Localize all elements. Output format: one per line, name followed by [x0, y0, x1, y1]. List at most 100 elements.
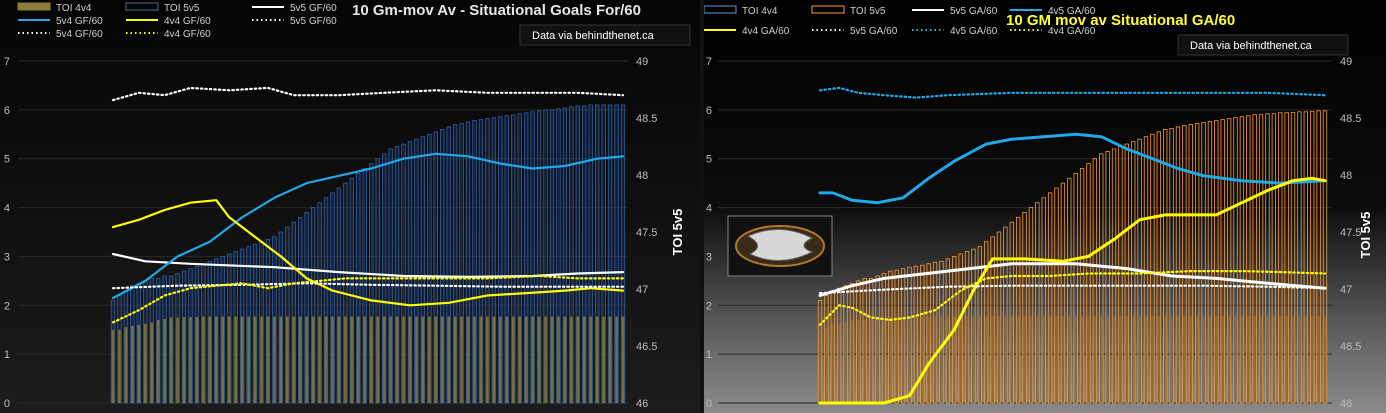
gf-series-line-solid-1	[111, 152, 625, 300]
ga-bar-toi-4v4	[901, 317, 905, 403]
ga-bar-toi-4v4	[1036, 316, 1039, 403]
ga-legend-swatch	[704, 5, 737, 14]
gf-bar-toi-4v4	[176, 317, 179, 403]
gf-y2-tick-label: 46	[636, 398, 648, 410]
gf-y-tick-label: 6	[4, 105, 10, 117]
ga-bar-toi-4v4	[921, 316, 924, 403]
ga-legend-label: 4v4 GA/60	[742, 26, 790, 37]
gf-bar-toi-4v4	[492, 316, 496, 403]
gf-y2-axis-label: TOI 5v5	[670, 209, 685, 256]
ga-bar-toi-4v4	[1093, 316, 1097, 403]
ga-bar-toi-4v4	[1151, 316, 1154, 403]
ga-y2-tick-label: 48.5	[1340, 113, 1361, 125]
gf-bar-toi-4v4	[557, 316, 560, 403]
ga-y2-tick-label: 48	[1340, 170, 1352, 182]
gf-bar-toi-4v4	[324, 316, 328, 403]
gf-y-tick-label: 2	[4, 300, 10, 312]
gf-chart-title: 10 Gm-mov Av - Situational Goals For/60	[352, 2, 641, 19]
gf-bar-toi-4v4	[531, 316, 534, 403]
ga-bar-toi-4v4	[1259, 316, 1263, 403]
gf-bar-toi-4v4	[111, 329, 115, 403]
ga-bar-toi-4v4	[1042, 316, 1045, 403]
gf-bar-toi-4v4	[163, 318, 166, 403]
gf-bar-toi-4v4	[570, 316, 573, 403]
gf-bar-toi-4v4	[215, 316, 218, 403]
ga-series-line-dotted-4	[818, 86, 1327, 99]
ga-y2-tick-label: 46	[1340, 398, 1352, 410]
ga-bar-toi-4v4	[863, 319, 867, 403]
ga-y-tick-label: 0	[706, 398, 712, 410]
gf-legend-label: 4v4 GF/60	[164, 16, 211, 27]
gf-bar-toi-4v4	[279, 316, 283, 403]
gf-bar-toi-4v4	[137, 324, 141, 403]
gf-legend-label: 4v4 GF/60	[164, 29, 211, 40]
ga-series-line-solid-1	[818, 132, 1327, 205]
ga-bar-toi-4v4	[1138, 316, 1141, 403]
ga-bar-toi-4v4	[895, 317, 898, 403]
ga-bar-toi-4v4	[1291, 316, 1295, 403]
gf-y-tick-label: 5	[4, 154, 10, 166]
ga-y2-tick-label: 47.5	[1340, 227, 1361, 239]
gf-bar-toi-4v4	[466, 316, 470, 403]
gf-bar-toi-4v4	[150, 322, 154, 403]
gf-bar-toi-4v4	[357, 316, 360, 403]
ga-bar-toi-4v4	[1285, 316, 1288, 403]
ga-series-line-dotted-3	[818, 284, 1327, 295]
gf-bar-toi-4v4	[440, 316, 444, 403]
gf-bar-toi-4v4	[473, 316, 476, 403]
gf-chart-panel: 0 1 2 3 4 5 6 7 46 46.5 47 47.5 48 48.5 49 TOI 4v4 TOI 5…	[0, 0, 700, 413]
ga-bar-toi-4v4	[850, 320, 854, 403]
gf-bar-toi-4v4	[518, 316, 521, 403]
gf-bar-toi-4v4	[208, 316, 212, 403]
ga-bar-toi-4v4	[825, 327, 828, 403]
gf-source-text: Data via behindthenet.ca	[532, 30, 655, 42]
gf-bar-toi-4v4	[311, 316, 315, 403]
gf-bar-toi-4v4	[247, 316, 250, 403]
gf-bar-toi-4v4	[286, 316, 289, 403]
ga-bar-toi-4v4	[1106, 316, 1109, 403]
gf-bar-toi-4v4	[582, 316, 586, 403]
gf-legend-label: 5v4 GF/60	[56, 16, 103, 27]
gf-bar-toi-4v4	[550, 316, 554, 403]
ga-bar-toi-4v4	[1144, 316, 1148, 403]
gf-bar-toi-4v4	[537, 316, 541, 403]
gf-bar-toi-4v4	[298, 316, 302, 403]
gf-bar-toi-4v4	[337, 316, 341, 403]
gf-bar-toi-4v4	[576, 316, 580, 403]
ga-chart-title: 10 GM mov av Situational GA/60	[1006, 12, 1235, 29]
gf-bar-toi-4v4	[350, 316, 354, 403]
ga-bar-toi-4v4	[1080, 316, 1084, 403]
gf-bar-toi-4v4	[434, 316, 438, 403]
ga-y-tick-label: 5	[706, 154, 712, 166]
gf-bar-toi-4v4	[511, 316, 515, 403]
gf-y-tick-label: 0	[4, 398, 10, 410]
gf-bar-toi-4v4	[195, 317, 199, 403]
ga-legend-label: TOI 5v5	[850, 6, 886, 17]
ga-bar-toi-4v4	[1029, 316, 1033, 403]
gf-bar-toi-4v4	[118, 329, 121, 403]
ga-y2-axis-label: TOI 5v5	[1358, 212, 1373, 259]
ga-bar-toi-4v4	[1023, 316, 1026, 403]
ga-bar-toi-4v4	[908, 316, 911, 403]
ga-bar-toi-4v4	[959, 316, 962, 403]
gf-y2-tick-label: 48.5	[636, 113, 657, 125]
ga-bar-toi-4v4	[869, 318, 873, 403]
ga-y-tick-label: 2	[706, 300, 712, 312]
ga-bar-toi-4v4	[991, 316, 994, 403]
ga-bar-toi-4v4	[1055, 316, 1058, 403]
gf-bar-toi-4v4	[486, 316, 489, 403]
gf-bar-toi-4v4	[253, 316, 257, 403]
gf-bar-toi-4v4	[240, 316, 244, 403]
panel-divider	[700, 0, 704, 413]
gf-y2-tick-label: 48	[636, 170, 648, 182]
gf-bar-toi-4v4	[589, 316, 592, 403]
ga-bar-toi-4v4	[1074, 316, 1077, 403]
gf-bar-toi-4v4	[156, 319, 160, 403]
ga-bar-toi-4v4	[972, 316, 975, 403]
gf-bar-toi-4v4	[376, 316, 379, 403]
gf-bar-toi-4v4	[402, 316, 405, 403]
gf-bar-toi-4v4	[595, 316, 599, 403]
gf-bar-toi-4v4	[260, 316, 263, 403]
ga-bar-toi-4v4	[1125, 316, 1129, 403]
gf-y-tick-label: 4	[4, 203, 10, 215]
